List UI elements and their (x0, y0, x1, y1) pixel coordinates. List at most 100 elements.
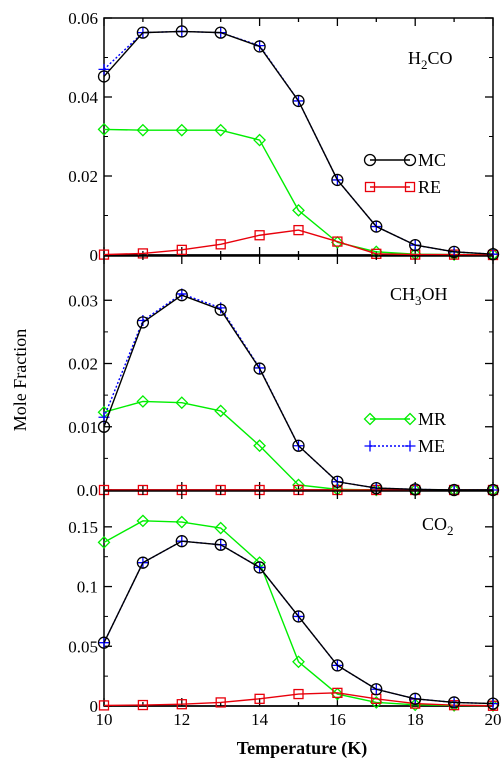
data-point (331, 659, 344, 672)
series-MC-h2co (97, 25, 500, 261)
data-point (97, 122, 111, 136)
data-point (331, 173, 344, 187)
legend-marker (403, 153, 417, 167)
series-line (103, 520, 494, 707)
data-point (214, 123, 228, 137)
data-point (214, 303, 227, 316)
x-tick-label: 20 (485, 710, 502, 729)
legend-entry-MR: MR (363, 409, 446, 429)
panel-label-main: H (408, 48, 421, 68)
x-tick-label: 14 (251, 710, 269, 729)
data-point (447, 483, 461, 497)
data-point (214, 521, 228, 535)
data-point (254, 230, 265, 241)
data-point (98, 700, 110, 711)
data-point (447, 248, 461, 262)
data-point (97, 420, 111, 433)
data-point (136, 316, 150, 329)
data-point (136, 26, 150, 39)
y-tick-label: 0.15 (68, 518, 98, 537)
data-point (447, 698, 461, 712)
series-line (103, 30, 494, 255)
data-point (253, 40, 266, 53)
x-tick-label: 12 (173, 710, 190, 729)
y-tick-label: 0.06 (68, 9, 98, 28)
data-point (292, 203, 305, 217)
panel-label: CH3OH (390, 284, 448, 308)
panel-label: CO2 (422, 514, 454, 538)
series-line (103, 293, 493, 491)
x-tick-label: 18 (407, 710, 424, 729)
x-tick-labels: 10 12 14 16 18 20 (96, 710, 502, 729)
data-point (370, 220, 383, 233)
data-point (253, 133, 267, 147)
data-point (176, 699, 187, 710)
data-point (292, 655, 305, 669)
panel-label: H2CO (408, 48, 453, 72)
data-point (254, 693, 265, 704)
legend: MC RE MR ME (363, 150, 446, 456)
panel-label-sub: 2 (421, 57, 428, 72)
legend-marker (403, 412, 417, 426)
legend-marker (404, 440, 416, 452)
series-MR-co2 (97, 514, 500, 713)
legend-marker (364, 181, 376, 193)
data-point (486, 697, 500, 710)
data-point (293, 224, 304, 236)
panel-label-sub: 2 (447, 523, 454, 538)
y-tick-label: 0 (90, 246, 99, 265)
series-MC-co2 (97, 535, 500, 710)
series-line (103, 540, 494, 705)
data-point (175, 535, 188, 548)
legend-entry-ME: ME (364, 436, 445, 456)
data-point (332, 687, 343, 699)
legend-marker (364, 440, 376, 452)
series-line (103, 229, 494, 256)
data-point (253, 362, 266, 375)
x-axis-title: Temperature (K) (237, 738, 367, 759)
legend-label: MC (418, 150, 446, 170)
data-point (175, 123, 189, 137)
data-point (175, 289, 188, 302)
data-point (214, 26, 227, 39)
data-point (214, 404, 228, 418)
data-point (332, 236, 343, 247)
data-point (293, 688, 304, 700)
series-line (103, 294, 493, 491)
data-point (215, 697, 226, 708)
data-point (175, 515, 189, 529)
panel-co2: 0 0.05 0.1 0.15 CO2 (68, 490, 500, 716)
y-tick-label: 0 (90, 697, 99, 716)
series-line (103, 692, 494, 707)
legend-label: ME (418, 436, 445, 456)
data-point (409, 692, 422, 705)
data-point (97, 70, 111, 83)
data-point (292, 610, 305, 623)
legend-label: RE (418, 177, 441, 197)
panel-ch3oh: 0.0 0.01 0.02 0.03 CH3OH (68, 255, 500, 500)
panel-label-main: CO (422, 514, 447, 534)
x-tick-label: 16 (329, 710, 346, 729)
data-point (97, 636, 111, 649)
data-point (175, 396, 189, 410)
data-point (136, 123, 150, 137)
data-point (97, 535, 111, 549)
y-tick-label: 0.02 (68, 355, 98, 374)
panel-label-main: CH (390, 284, 415, 304)
y-tick-label: 0.0 (77, 481, 98, 500)
data-point (369, 695, 383, 709)
series-ME-ch3oh (98, 288, 499, 496)
data-point (214, 538, 227, 551)
series-MC-ch3oh (97, 289, 500, 497)
data-point (137, 699, 149, 711)
data-point (98, 63, 110, 75)
data-point (136, 556, 150, 569)
legend-marker (363, 153, 377, 167)
legend-marker (404, 181, 416, 193)
y-tick-label: 0.05 (68, 637, 98, 656)
data-point (215, 239, 226, 250)
y-tick-label: 0.1 (77, 578, 98, 597)
panel-label-rest: CO (428, 48, 453, 68)
